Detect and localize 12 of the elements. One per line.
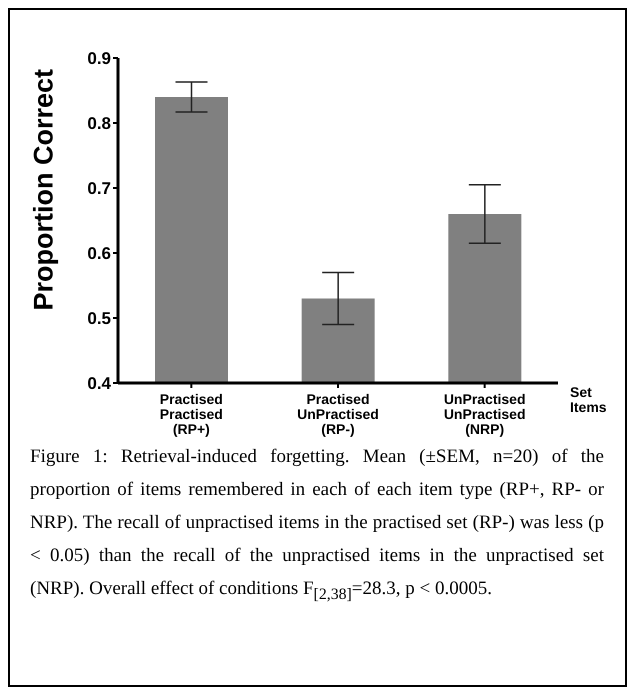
y-axis-title: Proportion Correct (28, 68, 59, 310)
x-tick-label: UnPractised UnPractised (NRP) (444, 391, 526, 437)
y-tick-label: 0.9 (87, 49, 111, 68)
y-tick-label: 0.8 (87, 114, 111, 134)
y-tick-label: 0.4 (87, 374, 112, 394)
caption: Figure 1: Retrieval-induced forgetting. Mean (±SEM, n=20) of the proportion of items remembered in each of each item type (RP+, RP- or NRP). The recall of unpractised items in the practised set (RP-) was less (p < 0.05) than the recall of the unpractised items in the unpractised set (NRP). Overall effect of conditions F$_{[2,38]}$=28.3, p < 0.0005. (30, 445, 604, 605)
x-tick-label: Practised UnPractised (RP-) (297, 391, 379, 437)
x-axis-title: Set Items (570, 384, 607, 415)
y-tick-label: 0.5 (87, 309, 111, 328)
x-tick-label: Practised Practised (RP+) (160, 391, 223, 437)
y-tick-label: 0.7 (87, 179, 111, 198)
y-tick-label: 0.6 (87, 244, 111, 264)
